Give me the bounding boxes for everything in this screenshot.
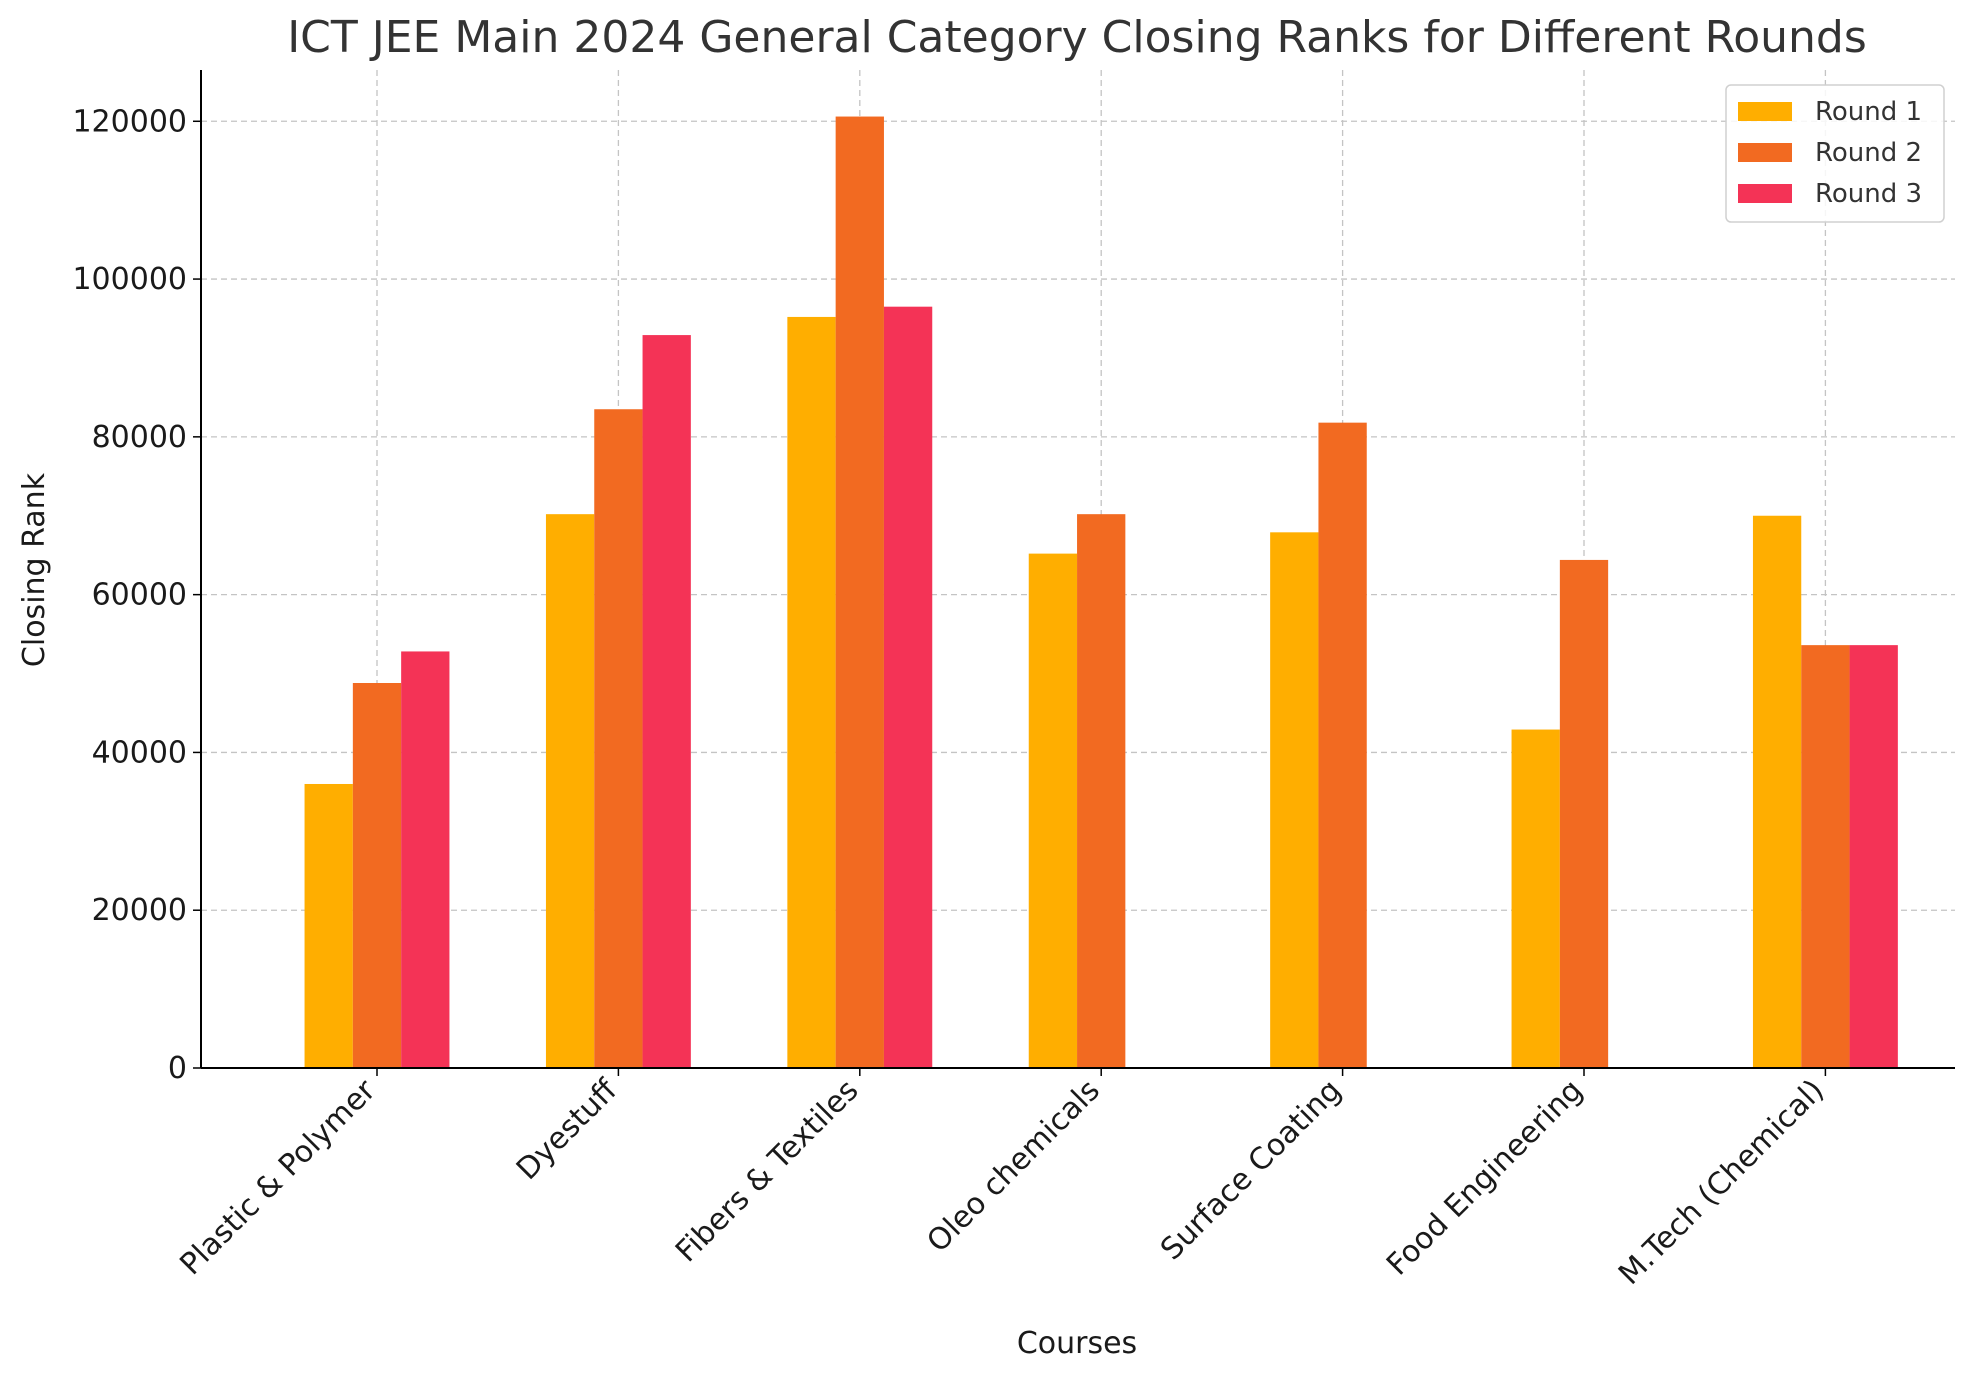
legend-swatch	[1738, 102, 1792, 121]
bar-round-1	[1511, 729, 1560, 1068]
chart-title: ICT JEE Main 2024 General Category Closi…	[287, 12, 1867, 63]
bar-round-2	[1559, 559, 1609, 1068]
bar-round-2	[352, 683, 402, 1068]
bar-round-3	[642, 335, 691, 1068]
y-tick-label: 20000	[92, 893, 187, 928]
bar-round-1	[1752, 515, 1802, 1068]
legend: Round 1 Round 2 Round 3	[1725, 84, 1945, 223]
bar-round-3	[883, 306, 933, 1069]
bar-round-2	[594, 409, 643, 1069]
y-axis-title: Closing Rank	[17, 472, 52, 667]
y-tick-label: 0	[168, 1051, 187, 1086]
bar-round-3	[1849, 645, 1898, 1068]
bar-round-2	[1077, 514, 1126, 1068]
bars	[304, 116, 1898, 1069]
legend-label: Round 1	[1815, 97, 1922, 127]
y-tick-label: 60000	[92, 578, 187, 613]
x-tick-label: M.Tech (Chemical)	[1612, 1073, 1831, 1292]
x-tick-label: Food Engineering	[1380, 1073, 1590, 1283]
legend-swatch	[1738, 184, 1792, 203]
x-axis-title: Courses	[1017, 1326, 1137, 1361]
x-tick-label: Fibers & Textiles	[669, 1073, 865, 1269]
legend-swatch	[1738, 143, 1792, 162]
bar-round-1	[1028, 553, 1078, 1068]
legend-label: Round 3	[1815, 179, 1922, 209]
bar-round-1	[1270, 532, 1319, 1068]
x-tick-label: Dyestuff	[510, 1072, 625, 1187]
bar-round-2	[1801, 645, 1850, 1068]
y-tick-labels: 0 20000 40000 60000 80000 100000 120000	[72, 104, 187, 1086]
bar-round-3	[401, 651, 450, 1068]
bar-round-2	[1318, 422, 1367, 1068]
legend-label: Round 2	[1815, 138, 1922, 168]
x-tick-label: Plastic & Polymer	[173, 1072, 383, 1282]
y-tick-label: 40000	[92, 735, 187, 770]
x-tick-label: Surface Coating	[1154, 1073, 1348, 1267]
y-tick-label: 120000	[72, 104, 187, 139]
bar-round-2	[835, 116, 884, 1068]
bar-round-1	[787, 316, 836, 1068]
bar-round-1	[545, 514, 595, 1068]
axes	[193, 70, 1955, 1076]
x-tick-label: Oleo chemicals	[920, 1073, 1106, 1259]
y-tick-label: 100000	[72, 262, 187, 297]
y-tick-label: 80000	[92, 420, 187, 455]
bar-round-1	[304, 783, 353, 1068]
x-tick-labels: Plastic & Polymer Dyestuff Fibers & Textil…	[173, 1072, 1831, 1292]
